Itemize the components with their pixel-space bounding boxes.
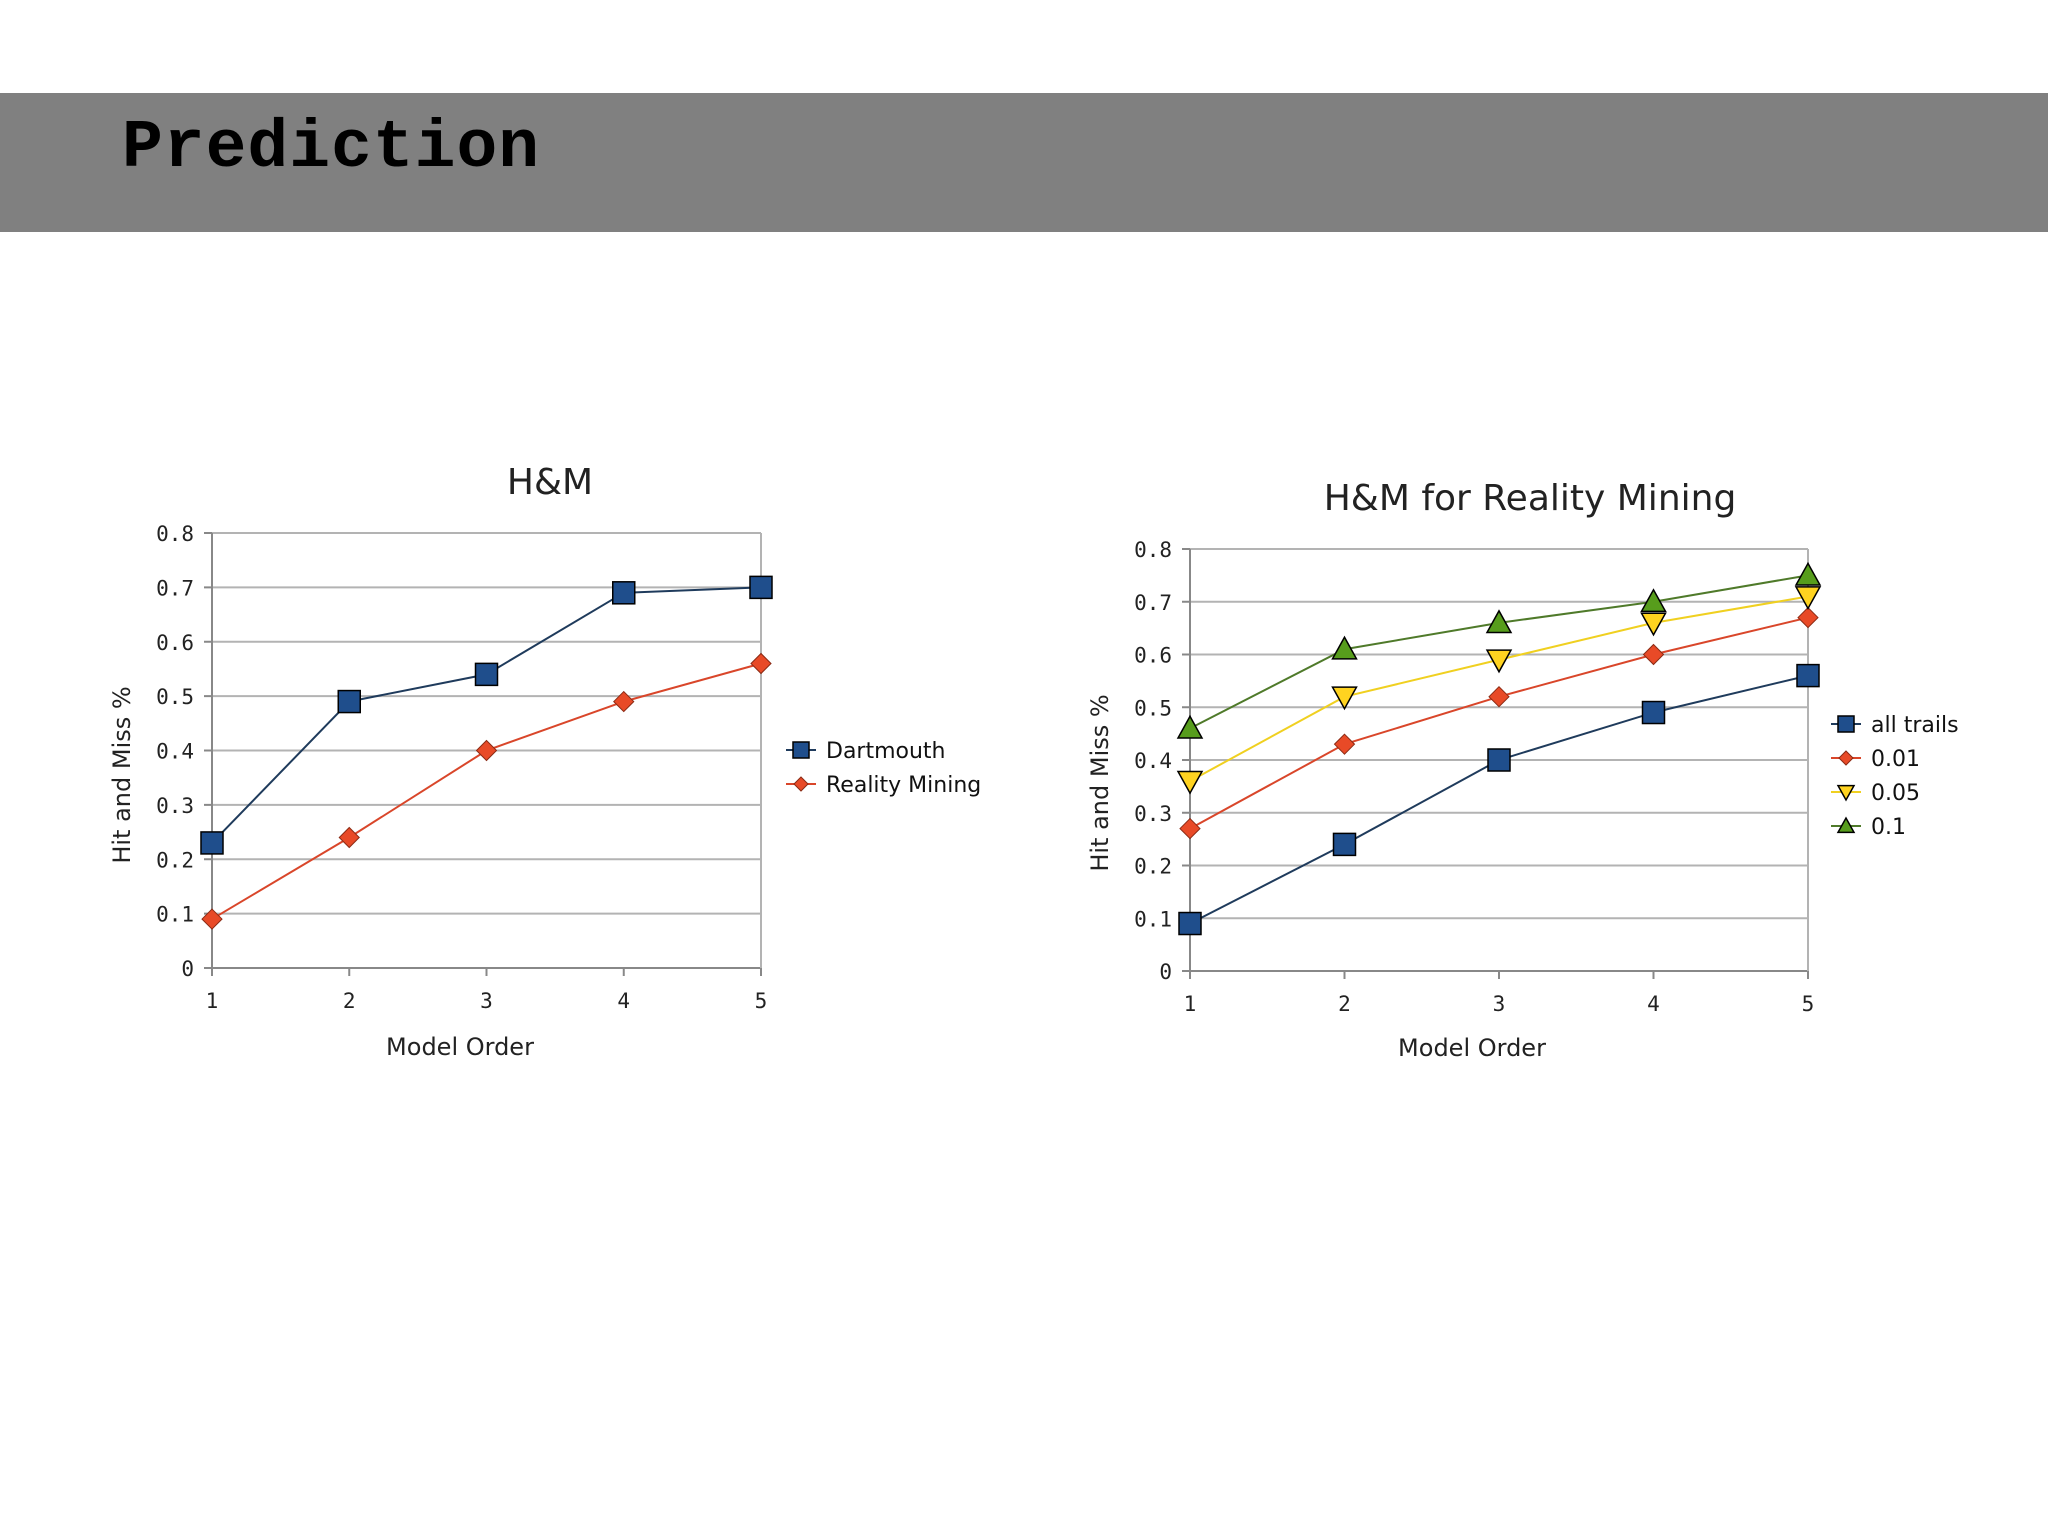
data-point xyxy=(1176,770,1204,795)
y-tick-label: 0.3 xyxy=(156,794,194,818)
data-point xyxy=(338,826,360,849)
x-tick-label: 1 xyxy=(206,989,219,1013)
data-point xyxy=(1332,832,1357,857)
y-tick-label: 0.3 xyxy=(1134,802,1172,826)
chart-hm-reality-mining: H&M for Reality Mining Model Order Hit a… xyxy=(1086,478,1959,1062)
data-point xyxy=(475,739,498,762)
legend-label: Dartmouth xyxy=(826,739,946,764)
data-point xyxy=(1331,635,1358,660)
data-point xyxy=(1488,685,1510,708)
legend-label: 0.01 xyxy=(1871,747,1920,772)
y-tick-label: 0.7 xyxy=(156,576,194,600)
x-tick-label: 5 xyxy=(1802,992,1815,1016)
data-point xyxy=(337,689,361,714)
y-tick-label: 0.5 xyxy=(1134,696,1172,720)
y-tick-label: 0.1 xyxy=(156,903,194,927)
series-line-1 xyxy=(211,662,762,920)
data-point xyxy=(200,831,224,855)
data-point xyxy=(750,652,772,675)
legend-label: all trails xyxy=(1871,713,1959,738)
chart-title: H&M for Reality Mining xyxy=(1324,478,1737,519)
y-tick-label: 0.8 xyxy=(1134,538,1172,562)
data-point xyxy=(1178,911,1202,936)
data-point xyxy=(1641,700,1666,725)
x-axis-label: Model Order xyxy=(386,1033,534,1061)
x-tick-label: 3 xyxy=(1493,992,1506,1016)
slide-title: Prediction xyxy=(122,110,541,187)
legend-marker xyxy=(793,776,809,792)
y-tick-label: 0.6 xyxy=(156,631,194,655)
data-point xyxy=(1333,733,1356,755)
x-axis-label: Model Order xyxy=(1398,1034,1546,1062)
data-point xyxy=(1640,612,1667,637)
legend-marker xyxy=(792,741,810,759)
x-tick-label: 2 xyxy=(1338,992,1351,1016)
legend-marker xyxy=(1837,715,1855,733)
data-point xyxy=(1331,686,1358,711)
legend-marker xyxy=(1836,816,1856,834)
y-tick-label: 0.6 xyxy=(1134,644,1172,668)
y-tick-label: 0.2 xyxy=(1134,855,1172,879)
data-point xyxy=(1796,663,1820,688)
legend-label: 0.1 xyxy=(1871,815,1906,840)
y-tick-label: 0.1 xyxy=(1134,907,1172,931)
y-axis-label: Hit and Miss % xyxy=(108,686,136,863)
y-tick-label: 0.4 xyxy=(1134,749,1172,773)
data-point xyxy=(201,908,223,930)
data-point xyxy=(1640,588,1667,613)
y-tick-label: 0.2 xyxy=(156,848,194,872)
data-point xyxy=(749,575,773,600)
chart-title: H&M xyxy=(507,462,593,503)
data-point xyxy=(1176,714,1204,739)
x-tick-label: 2 xyxy=(343,989,356,1013)
x-tick-label: 4 xyxy=(1647,992,1660,1016)
data-point xyxy=(1794,586,1822,611)
data-point xyxy=(1797,606,1819,629)
series-line-0 xyxy=(1189,674,1809,925)
x-tick-label: 4 xyxy=(617,989,630,1013)
y-axis-label: Hit and Miss % xyxy=(1086,694,1114,871)
data-point xyxy=(613,690,635,713)
chart-hm: H&M Model Order Hit and Miss % 0 0.1 0.2 0.… xyxy=(108,462,981,1061)
data-point xyxy=(1485,609,1513,634)
y-tick-label: 0.4 xyxy=(156,740,194,764)
y-tick-label: 0.8 xyxy=(156,522,194,546)
legend-marker xyxy=(1836,784,1856,802)
data-point xyxy=(1179,817,1201,840)
legend-label: Reality Mining xyxy=(826,773,981,798)
y-tick-label: 0 xyxy=(181,957,194,981)
x-tick-label: 1 xyxy=(1184,992,1197,1016)
data-point xyxy=(1487,748,1511,772)
x-tick-label: 5 xyxy=(755,989,768,1013)
series-line-1 xyxy=(1189,616,1809,830)
data-point xyxy=(612,581,636,605)
data-point xyxy=(474,662,499,687)
data-point xyxy=(1485,649,1513,674)
y-tick-label: 0.5 xyxy=(156,685,194,709)
legend-label: 0.05 xyxy=(1871,781,1920,806)
title-bar xyxy=(0,93,2048,232)
y-tick-label: 0 xyxy=(1159,960,1172,984)
x-tick-label: 3 xyxy=(480,989,493,1013)
data-point xyxy=(1794,561,1822,586)
data-point xyxy=(1642,643,1665,666)
legend-marker xyxy=(1838,750,1854,766)
y-tick-label: 0.7 xyxy=(1134,591,1172,615)
